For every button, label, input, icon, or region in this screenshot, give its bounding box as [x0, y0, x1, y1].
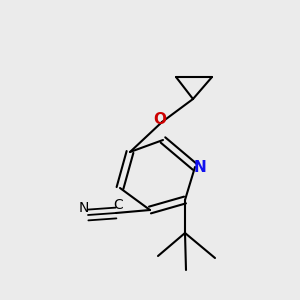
Text: N: N — [79, 201, 89, 215]
Text: O: O — [154, 112, 166, 127]
Text: C: C — [113, 198, 123, 212]
Text: N: N — [194, 160, 206, 175]
